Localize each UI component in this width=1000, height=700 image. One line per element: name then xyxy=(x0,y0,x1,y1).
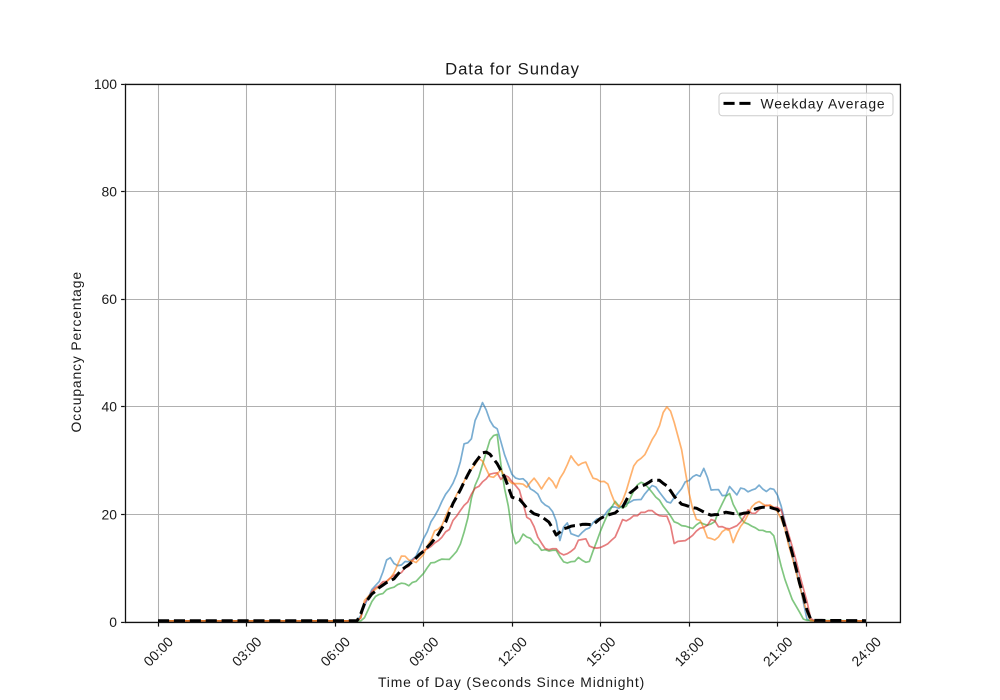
svg-text:60: 60 xyxy=(102,291,118,307)
svg-text:100: 100 xyxy=(94,76,117,92)
svg-text:Weekday Average: Weekday Average xyxy=(761,95,886,111)
svg-text:Data for Sunday: Data for Sunday xyxy=(445,60,580,79)
svg-text:Time of Day (Seconds Since Mid: Time of Day (Seconds Since Midnight) xyxy=(378,674,645,690)
svg-text:0: 0 xyxy=(109,614,117,630)
svg-text:Occupancy Percentage: Occupancy Percentage xyxy=(68,271,84,432)
svg-text:80: 80 xyxy=(102,184,118,200)
svg-text:20: 20 xyxy=(102,506,118,522)
svg-text:40: 40 xyxy=(102,399,118,415)
